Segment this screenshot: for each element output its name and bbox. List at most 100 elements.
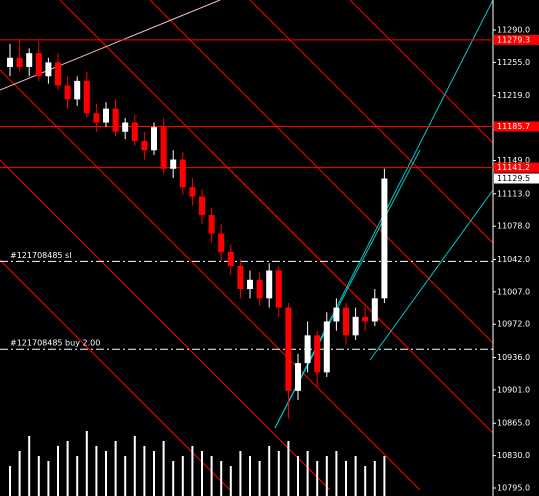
volume-bar (105, 451, 107, 496)
volume-bar (325, 456, 328, 496)
candle-body (381, 178, 388, 299)
volume-bar (66, 441, 69, 496)
volume-bar (277, 451, 280, 496)
candle-body (74, 80, 81, 100)
y-tick-label: 10830.0 (497, 451, 530, 460)
level-label: 11185.7 (497, 122, 530, 131)
candle-body (208, 215, 215, 234)
volume-bar (229, 466, 232, 496)
candle-body (275, 270, 282, 308)
volume-bar (76, 456, 79, 496)
candle-body (122, 122, 129, 132)
candle-body (16, 57, 23, 68)
candle-body (93, 113, 100, 123)
candle-body (247, 279, 253, 290)
volume-bar (133, 436, 136, 496)
y-tick-label: 11007.0 (497, 287, 530, 296)
y-tick-label: 10972.0 (497, 320, 530, 329)
y-tick-label: 11255.0 (497, 58, 530, 67)
volume-bar (37, 456, 40, 496)
candle-body (371, 298, 378, 322)
volume-bar (18, 451, 21, 496)
level-label: 11279.3 (497, 35, 530, 44)
candle-body (131, 122, 138, 142)
order-label: #121708485 buy 2.00 (10, 339, 100, 348)
volume-bar (114, 441, 117, 496)
volume-bar (239, 451, 242, 496)
volume-bar (172, 461, 175, 496)
last-price-label: 11129.5 (497, 174, 530, 183)
candle-body (237, 265, 244, 290)
candle-body (323, 321, 330, 373)
channel-lines (0, 0, 494, 491)
candle-body (7, 57, 13, 68)
volume-bar (191, 446, 194, 496)
volume-bar (201, 451, 203, 496)
y-tick-label: 11290.0 (497, 26, 530, 35)
candle-body (151, 127, 157, 151)
candle-body (189, 187, 196, 197)
candle-body (103, 108, 109, 123)
volume-bar (306, 451, 309, 496)
candle-body (160, 127, 167, 169)
volume-bar (268, 446, 271, 496)
volume-bar (335, 451, 338, 496)
candle-body (112, 108, 119, 132)
volume-bar (210, 456, 213, 496)
candle-body (179, 159, 186, 188)
candle-body (343, 307, 349, 336)
level-tag (494, 34, 539, 45)
volume-bar (28, 436, 31, 496)
candle-body (295, 363, 301, 391)
candle-body (45, 62, 52, 77)
volume-bar (57, 446, 59, 496)
candle-body (256, 279, 263, 299)
candle-body (218, 233, 225, 253)
volume-bar (354, 456, 357, 496)
volume-bar (153, 451, 155, 496)
volume-bar (85, 431, 88, 496)
y-tick-label: 11042.0 (497, 255, 530, 264)
volume-bar (124, 456, 127, 496)
candle-body (227, 252, 234, 266)
level-tag (494, 162, 539, 173)
candle-body (199, 196, 205, 216)
volume-bar (383, 456, 386, 496)
y-tick-label: 10901.0 (497, 385, 530, 394)
level-label: 11141.2 (497, 163, 530, 172)
candle-body (170, 159, 177, 169)
level-tag (494, 121, 539, 132)
candle-body (362, 316, 369, 322)
volume-bar (249, 456, 251, 496)
y-tick-label: 11149.0 (497, 156, 530, 165)
candle-body (314, 335, 321, 373)
y-tick-label: 10936.0 (497, 353, 530, 362)
y-tick-label: 11078.0 (497, 222, 530, 231)
volume-bar (95, 446, 98, 496)
order-label: #121708485 sl (10, 251, 71, 260)
candle-body (333, 307, 340, 322)
volume-bar (364, 466, 367, 496)
candle-body (26, 53, 33, 68)
volume-bar (47, 461, 50, 496)
volume-bar (345, 461, 347, 496)
candle-body (141, 141, 148, 151)
candle-body (285, 307, 292, 391)
candle-body (35, 53, 42, 77)
volume-bar (373, 461, 376, 496)
y-tick-label: 10795.0 (497, 484, 530, 493)
volume-bar (316, 461, 319, 496)
y-tick-label: 11219.0 (497, 91, 530, 100)
volume-bar (181, 456, 184, 496)
y-tick-label: 11113.0 (497, 189, 530, 198)
volume-bar (143, 446, 146, 496)
candle-body (352, 316, 359, 336)
volume-bar (297, 456, 299, 496)
candle-body (304, 335, 311, 364)
candle-body (266, 270, 273, 299)
volume-bar (258, 461, 261, 496)
candle-body (55, 62, 61, 86)
volume-bar (287, 441, 290, 496)
